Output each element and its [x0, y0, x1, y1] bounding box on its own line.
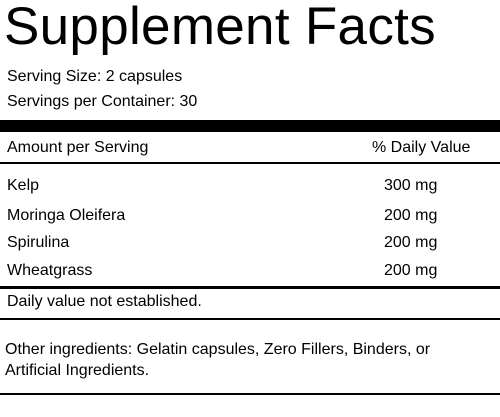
title: Supplement Facts [4, 0, 436, 56]
ingredient-amount: 300 mg [384, 177, 438, 194]
other-ingredients: Other ingredients: Gelatin capsules, Zer… [5, 341, 431, 379]
serving-size: Serving Size: 2 capsules [7, 68, 183, 85]
ingredient-name: Wheatgrass [7, 262, 93, 279]
servings-per-container: Servings per Container: 30 [7, 93, 198, 110]
rule [0, 162, 500, 164]
ingredient-name: Moringa Oleifera [7, 207, 126, 224]
ingredient-name: Spirulina [7, 234, 70, 251]
column-header: Amount per Serving [7, 139, 149, 156]
footnote: Daily value not established. [7, 293, 202, 310]
ingredient-amount: 200 mg [384, 262, 438, 279]
thick-rule [0, 120, 500, 132]
rule [0, 393, 500, 395]
ingredient-amount: 200 mg [384, 207, 438, 224]
rule [0, 318, 500, 320]
ingredient-name: Kelp [7, 177, 40, 194]
column-header: % Daily Value [372, 139, 471, 156]
ingredient-amount: 200 mg [384, 234, 438, 251]
rule [0, 286, 500, 289]
